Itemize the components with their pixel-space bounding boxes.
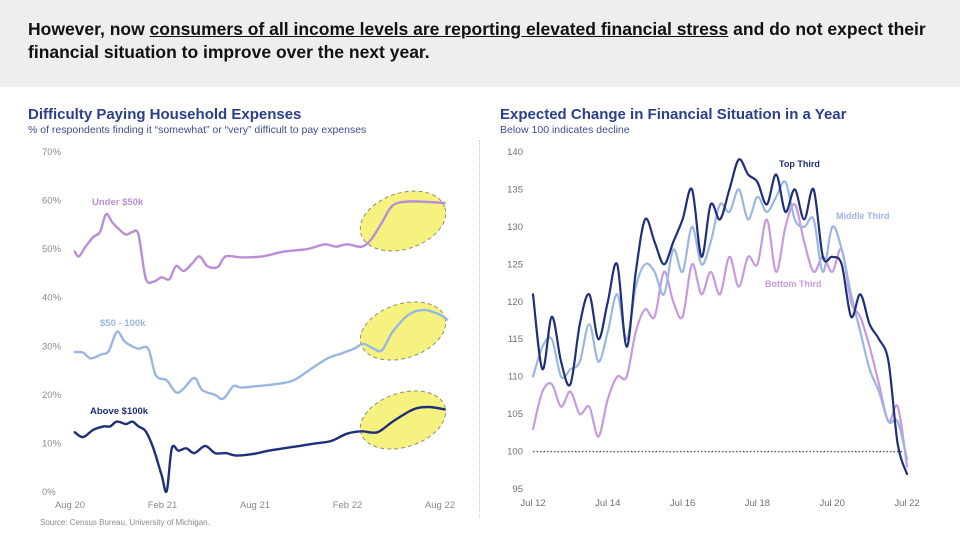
series-line-under-50k	[73, 200, 446, 285]
series-line-above-100k	[73, 405, 446, 494]
left-y-tick-label: 40%	[42, 293, 62, 304]
series-label-above-100k: Above $100k	[90, 406, 149, 417]
series-label-under-50k: Under $50k	[92, 197, 144, 208]
right-y-tick-label: 135	[507, 184, 523, 195]
series-label-50-100k: $50 - 100k	[100, 318, 146, 329]
right-y-tick-label: 140	[507, 147, 523, 158]
header-banner: However, now consumers of all income lev…	[0, 0, 960, 87]
right-y-tick-label: 105	[507, 409, 523, 420]
series-line-middle-third	[531, 180, 909, 461]
left-x-tick-label: Aug 21	[240, 500, 270, 511]
header-text: However, now consumers of all income lev…	[28, 18, 938, 64]
header-text-before: However, now	[28, 19, 150, 39]
header-text-after: and do not expect their financial situat…	[28, 19, 926, 62]
right-x-tick-label: Jul 14	[595, 498, 620, 509]
highlight-ellipse	[359, 301, 447, 361]
left-chart-subtitle: % of respondents finding it “somewhat” o…	[28, 124, 367, 136]
series-line-top-third	[531, 158, 909, 476]
series-label-top-third: Top Third	[779, 159, 820, 169]
series-label-bottom-third: Bottom Third	[765, 279, 822, 289]
right-x-tick-label: Jul 16	[670, 498, 695, 509]
right-chart-title: Expected Change in Financial Situation i…	[500, 106, 847, 123]
left-x-tick-label: Feb 21	[148, 500, 178, 511]
left-y-tick-label: 0%	[42, 487, 56, 498]
right-x-tick-label: Jul 18	[745, 498, 770, 509]
left-chart-title: Difficulty Paying Household Expenses	[28, 106, 302, 123]
right-y-tick-label: 115	[508, 334, 523, 345]
source-note: Source: Census Bureau, University of Mic…	[40, 518, 210, 527]
left-y-tick-label: 70%	[42, 147, 62, 158]
right-chart-subtitle: Below 100 indicates decline	[500, 124, 630, 136]
series-label-middle-third: Middle Third	[836, 211, 890, 221]
left-x-tick-label: Aug 22	[425, 500, 455, 511]
right-y-tick-label: 130	[507, 222, 523, 233]
right-y-tick-label: 110	[508, 372, 523, 383]
left-y-tick-label: 20%	[42, 390, 62, 401]
chart-divider	[479, 140, 480, 518]
right-y-tick-label: 100	[507, 447, 523, 458]
left-x-tick-label: Feb 22	[333, 500, 363, 511]
series-line-50-100k	[73, 308, 449, 401]
left-y-tick-label: 30%	[42, 341, 62, 352]
left-chart: 0% 10% 20% 30% 40% 50% 60% 70% Aug 20 Feb 21 Aug 2…	[42, 147, 455, 511]
header-text-underlined: consumers of all income levels are repor…	[149, 19, 729, 39]
highlight-ellipse	[359, 390, 447, 450]
right-y-tick-label: 95	[512, 484, 523, 495]
right-x-tick-label: Jul 22	[894, 498, 919, 509]
left-y-tick-label: 50%	[42, 244, 62, 255]
right-x-tick-label: Jul 20	[820, 498, 845, 509]
left-x-tick-label: Aug 20	[55, 500, 85, 511]
left-y-tick-label: 10%	[42, 438, 62, 449]
right-y-tick-label: 125	[507, 259, 523, 270]
right-y-tick-label: 120	[507, 297, 523, 308]
left-y-tick-label: 60%	[42, 196, 62, 207]
series-line-bottom-third	[531, 203, 909, 468]
right-x-tick-label: Jul 12	[520, 498, 545, 509]
right-chart: 95 100 105 110 115 120 125 130 135 140 Jul 12 Jul 1…	[507, 147, 920, 509]
highlight-ellipse	[359, 190, 447, 252]
